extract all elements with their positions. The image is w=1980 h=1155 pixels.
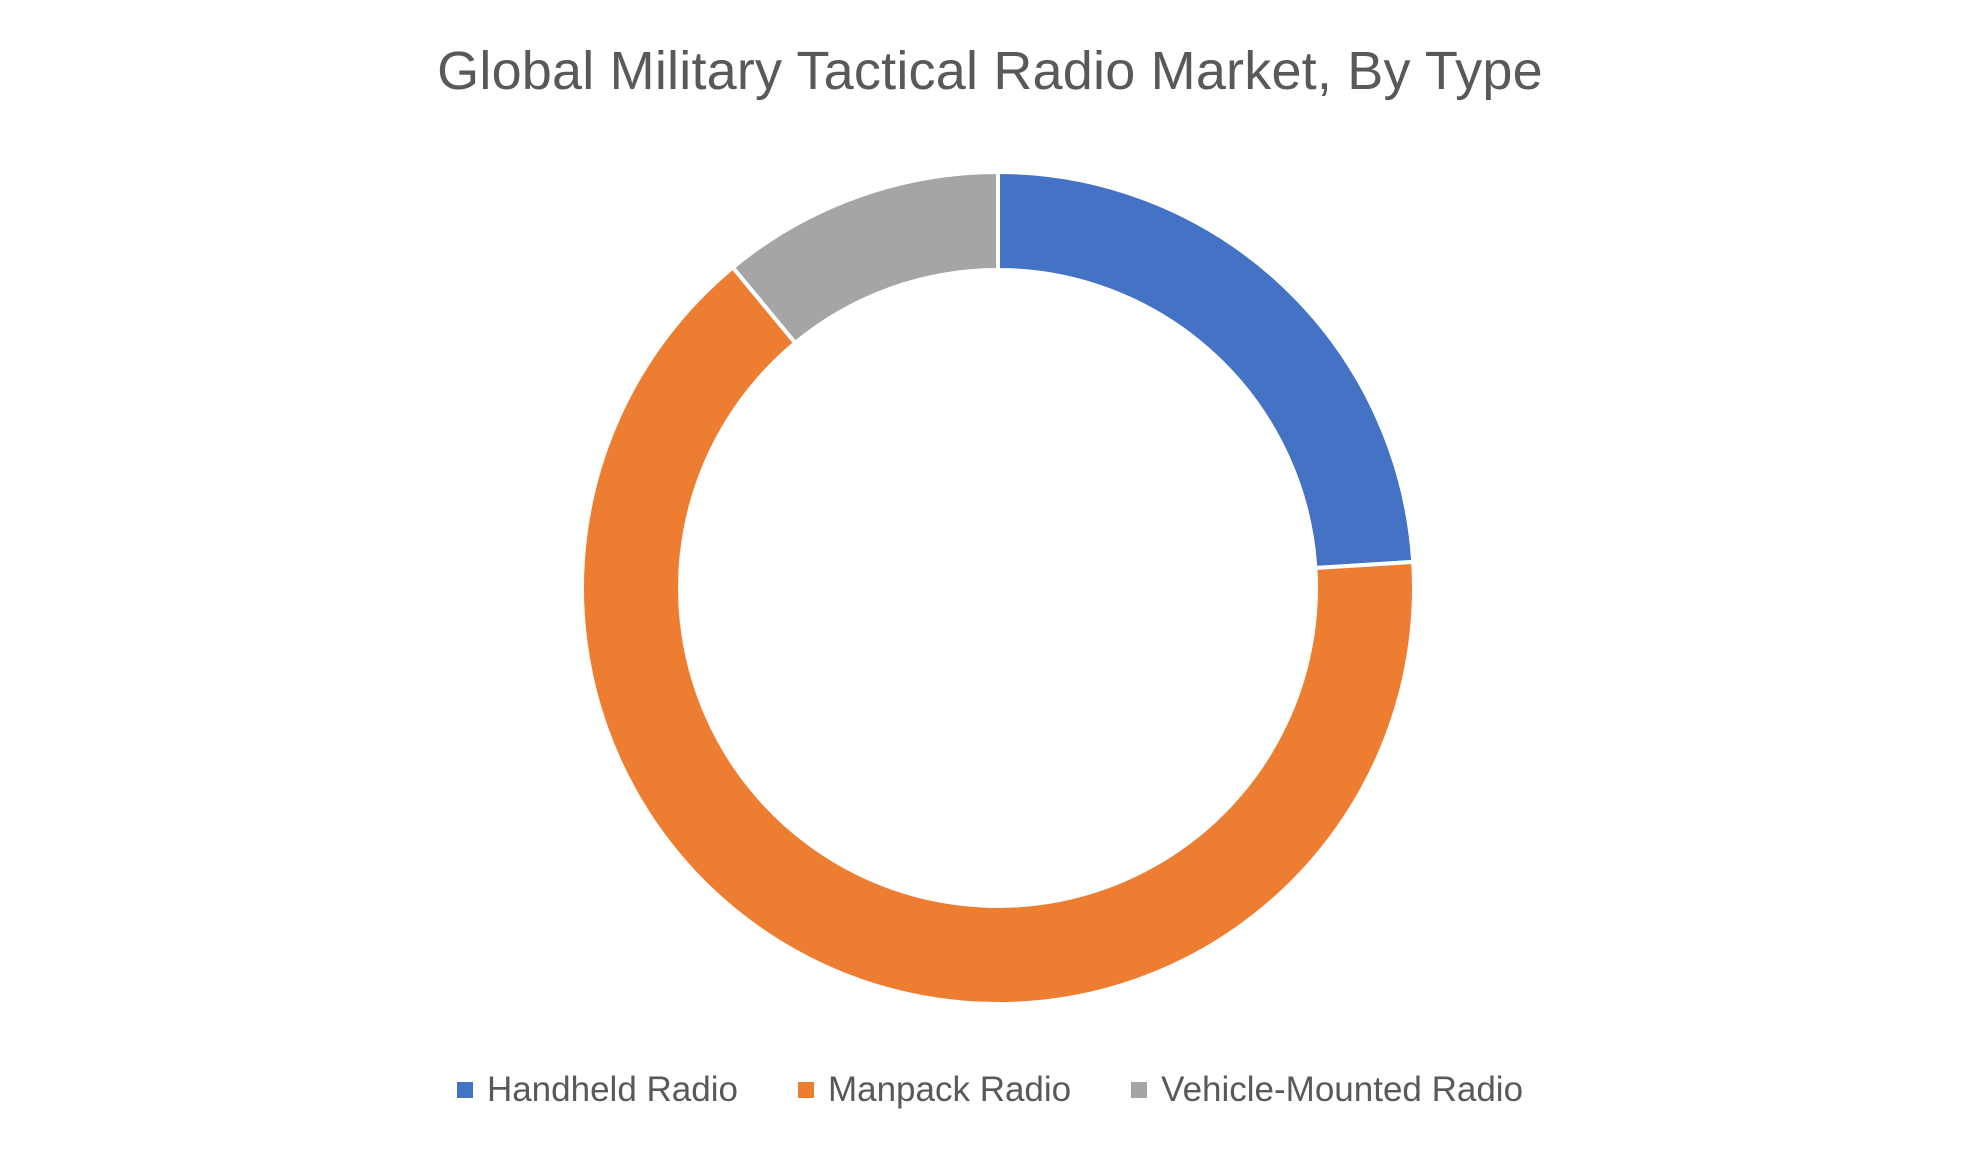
slice-vehicle-mounted-radio xyxy=(730,169,1000,346)
slice-handheld-radio xyxy=(996,169,1416,571)
legend-label-manpack-radio: Manpack Radio xyxy=(827,1070,1072,1109)
legend-label-vehicle-mounted-radio: Vehicle-Mounted Radio xyxy=(1161,1070,1524,1109)
slice-manpack-radio xyxy=(580,264,1416,1006)
legend-item-manpack-radio: Manpack Radio xyxy=(797,1070,1072,1110)
legend-swatch-handheld-radio xyxy=(456,1082,473,1098)
chart-legend: Handheld Radio Manpack Radio Vehicle-Mou… xyxy=(0,1070,1980,1110)
legend-swatch-vehicle-mounted-radio xyxy=(1131,1082,1148,1098)
donut-slices xyxy=(580,169,1416,1006)
legend-item-handheld-radio: Handheld Radio xyxy=(456,1070,738,1110)
legend-item-vehicle-mounted-radio: Vehicle-Mounted Radio xyxy=(1131,1070,1523,1110)
legend-swatch-manpack-radio xyxy=(797,1082,814,1098)
legend-label-handheld-radio: Handheld Radio xyxy=(486,1070,738,1109)
chart-title: Global Military Tactical Radio Market, B… xyxy=(437,41,1543,101)
